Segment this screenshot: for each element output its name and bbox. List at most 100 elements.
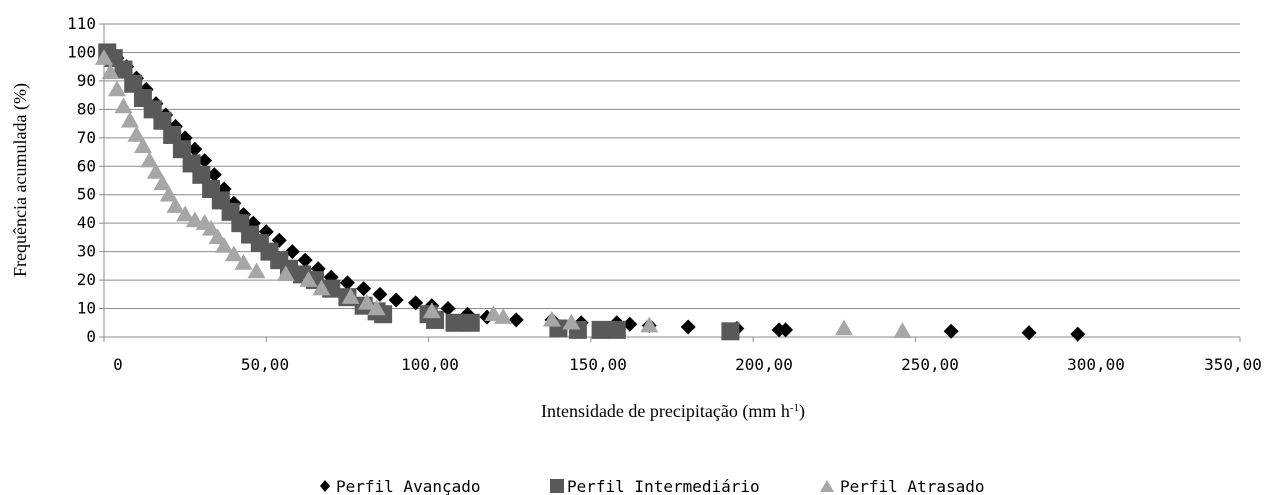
y-tick-label: 10 (77, 299, 96, 318)
series-diamond (99, 44, 1086, 342)
data-point-atrasado (166, 197, 185, 213)
data-point-atrasado (562, 313, 581, 330)
y-tick-labels: 0 10 20 30 40 50 60 70 80 90 100 110 (67, 14, 96, 346)
data-point-avancado (206, 167, 222, 183)
data-point-avancado (356, 281, 372, 297)
y-tick-label: 80 (77, 99, 96, 118)
data-point-avancado (622, 316, 638, 332)
legend-marker-diamond (320, 480, 330, 492)
data-point-atrasado (95, 49, 113, 65)
data-point-avancado (372, 286, 388, 302)
data-point-atrasado (367, 299, 386, 316)
data-point-avancado (508, 312, 524, 328)
data-point-atrasado (234, 254, 253, 270)
data-point-atrasado (159, 185, 178, 202)
y-tick-label: 50 (77, 185, 96, 204)
x-tick-label: 300,00 (1067, 355, 1125, 374)
y-tick-label: 0 (86, 327, 96, 346)
data-point-atrasado (542, 310, 561, 327)
legend-marker-triangle (820, 480, 834, 492)
x-tick-label: 200,00 (735, 355, 793, 374)
legend-label-atrasado: Perfil Atrasado (840, 477, 985, 495)
data-point-intermediario (461, 313, 480, 332)
data-point-intermediario (163, 125, 182, 144)
data-point-avancado (187, 141, 203, 157)
x-tick-labels: 0 50,00 100,00 150,00 200,00 250,00 300,00 350,… (113, 355, 1262, 374)
series-square (98, 43, 740, 341)
data-point-avancado (1070, 326, 1086, 342)
data-point-avancado (408, 295, 424, 311)
y-tick-label: 100 (67, 42, 96, 61)
data-point-atrasado (422, 302, 441, 319)
data-point-intermediario (721, 322, 740, 341)
data-point-avancado (943, 323, 959, 339)
legend-label-avancado: Perfil Avançado (336, 477, 481, 495)
legend-marker-square (550, 479, 564, 493)
x-axis-title-main: Intensidade de precipitação (mm h (541, 401, 790, 422)
data-point-intermediario (607, 320, 626, 339)
data-point-atrasado (357, 293, 376, 310)
data-point-atrasado (101, 63, 120, 80)
data-point-atrasado (146, 162, 165, 179)
data-point-atrasado (185, 211, 204, 228)
y-tick-label: 110 (67, 14, 96, 33)
data-point-atrasado (341, 288, 360, 304)
data-point-atrasado (484, 305, 503, 321)
legend-item-atrasado: Perfil Atrasado (820, 477, 985, 495)
series-triangle (95, 49, 912, 339)
x-tick-label: 350,00 (1204, 355, 1262, 374)
data-point-atrasado (133, 137, 152, 154)
data-point-atrasado (276, 265, 295, 282)
data-point-atrasado (224, 245, 243, 262)
y-tick-label: 40 (77, 213, 96, 232)
data-point-atrasado (835, 319, 854, 336)
data-point-avancado (778, 322, 794, 338)
data-point-atrasado (893, 322, 912, 339)
data-point-atrasado (208, 228, 227, 245)
data-point-atrasado (120, 111, 139, 128)
y-tick-label: 70 (77, 128, 96, 147)
data-point-atrasado (202, 219, 221, 236)
data-point-intermediario (153, 111, 172, 130)
data-point-avancado (339, 275, 355, 291)
data-point-atrasado (215, 236, 234, 253)
legend: Perfil Avançado Perfil Intermediário Per… (320, 477, 985, 495)
data-point-atrasado (114, 97, 133, 114)
data-point-atrasado (640, 316, 659, 333)
data-point-avancado (1021, 325, 1037, 341)
legend-label-intermediario: Perfil Intermediário (567, 477, 760, 495)
data-point-atrasado (312, 279, 331, 296)
data-point-intermediario (192, 165, 211, 184)
data-point-avancado (297, 252, 313, 268)
y-tick-label: 20 (77, 270, 96, 289)
data-point-avancado (388, 292, 404, 308)
x-tick-label: 150,00 (569, 355, 627, 374)
data-point-atrasado (176, 205, 195, 222)
data-point-avancado (197, 153, 213, 169)
data-point-intermediario (114, 60, 133, 79)
data-point-atrasado (153, 174, 172, 191)
x-axis-title-close: ) (799, 401, 805, 422)
data-point-avancado (440, 301, 456, 317)
y-tick-label: 30 (77, 242, 96, 261)
data-point-atrasado (494, 308, 513, 324)
legend-item-avancado: Perfil Avançado (320, 477, 481, 495)
data-point-atrasado (107, 80, 126, 97)
x-axis-title-superscript: -1 (790, 402, 799, 414)
axes (99, 23, 1241, 342)
x-tick-label: 250,00 (901, 355, 959, 374)
data-point-avancado (284, 244, 300, 260)
y-axis-title: Frequência acumulada (%) (10, 83, 31, 277)
data-point-atrasado (127, 125, 146, 142)
data-point-atrasado (140, 151, 159, 168)
x-tick-label: 0 (113, 355, 123, 374)
data-point-atrasado (299, 271, 318, 287)
x-tick-label: 100,00 (401, 355, 459, 374)
x-tick-label: 50,00 (241, 355, 289, 374)
y-tick-label: 90 (77, 71, 96, 90)
data-point-intermediario (172, 140, 191, 159)
data-point-atrasado (247, 262, 266, 279)
data-series (95, 43, 1086, 342)
data-point-intermediario (591, 320, 610, 339)
